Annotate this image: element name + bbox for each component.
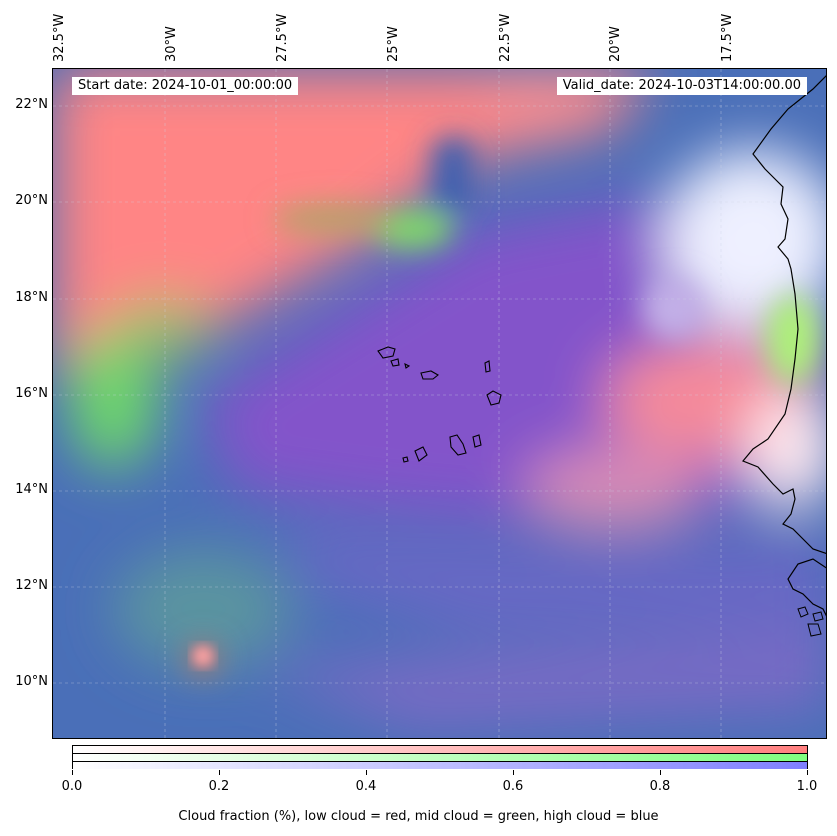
lat-label-20n: 20°N	[15, 193, 48, 208]
island-santiago	[449, 434, 467, 456]
cloud-fraction-map: Start date: 2024-10-01_00:00:00 Valid_da…	[52, 68, 827, 739]
island-santo-antao	[377, 346, 396, 359]
lon-label-17-5w: 17.5°W	[720, 13, 735, 62]
lat-label-18n: 18°N	[15, 290, 48, 305]
lon-label-25w: 25°W	[386, 26, 401, 62]
lat-label-22n: 22°N	[15, 97, 48, 112]
lon-label-20w: 20°W	[608, 26, 623, 62]
cloud-detail	[185, 137, 821, 677]
colorbar-tick-4	[660, 770, 661, 775]
colorbar-tick-5	[807, 770, 808, 775]
map-canvas	[53, 69, 826, 738]
island-maio	[472, 434, 482, 448]
island-sal	[484, 360, 491, 373]
colorbar-high-cloud	[73, 762, 807, 769]
colorbar-caption: Cloud fraction (%), low cloud = red, mid…	[178, 809, 659, 824]
colorbar-ticklabel-5: 1.0	[796, 779, 818, 794]
cloud-fraction-colorbar	[72, 745, 808, 769]
colorbar-tick-1	[219, 770, 220, 775]
lon-label-30w: 30°W	[164, 26, 179, 62]
colorbar-low-cloud	[73, 746, 807, 753]
lon-label-32-5w: 32.5°W	[52, 13, 67, 62]
colorbar-tick-3	[513, 770, 514, 775]
lat-label-14n: 14°N	[15, 482, 48, 497]
colorbar-tick-2	[366, 770, 367, 775]
island-boa-vista	[486, 390, 502, 406]
colorbar-mid-cloud	[73, 754, 807, 761]
cyclone-eye	[192, 645, 214, 667]
colorbar-ticklabel-1: 0.2	[208, 779, 230, 794]
island-sao-nicolau	[420, 370, 439, 380]
lat-label-12n: 12°N	[15, 578, 48, 593]
lon-label-27-5w: 27.5°W	[275, 13, 290, 62]
island-sao-vicente	[390, 358, 400, 367]
island-fogo	[414, 446, 428, 462]
colorbar-ticklabel-0: 0.0	[61, 779, 83, 794]
cape-verde-islands	[377, 346, 502, 463]
island-brava	[402, 456, 409, 463]
bijagos-islands	[797, 606, 824, 637]
lon-label-22-5w: 22.5°W	[498, 13, 513, 62]
lat-label-10n: 10°N	[15, 674, 48, 689]
lat-label-16n: 16°N	[15, 386, 48, 401]
colorbar-ticklabel-2: 0.4	[355, 779, 377, 794]
africa-coastline	[742, 75, 826, 554]
colorbar-ticklabel-4: 0.8	[649, 779, 671, 794]
colorbar-tick-0	[72, 770, 73, 775]
valid-date-label: Valid_date: 2024-10-03T14:00:00.00	[556, 77, 807, 95]
west-africa-coast-south	[787, 558, 826, 617]
colorbar-ticklabel-3: 0.6	[502, 779, 524, 794]
start-date-label: Start date: 2024-10-01_00:00:00	[72, 77, 299, 95]
graticule	[53, 69, 826, 738]
island-santa-luzia	[404, 362, 411, 369]
